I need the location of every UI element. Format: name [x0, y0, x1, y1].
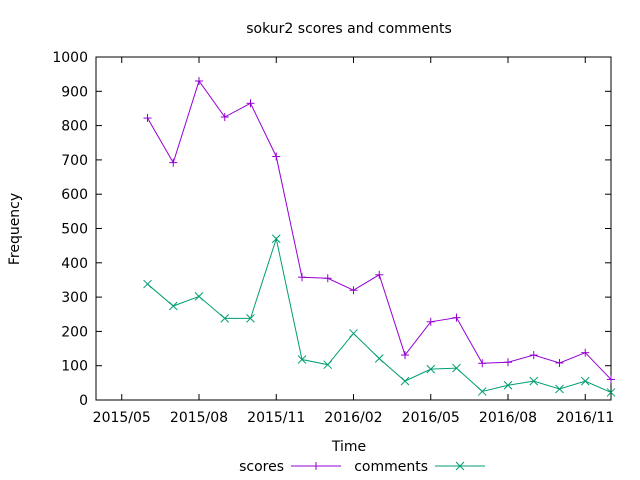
comments-point	[529, 376, 539, 386]
x-tick-label: 2015/11	[247, 410, 305, 426]
legend-marker-comments	[455, 461, 465, 471]
y-tick-label: 500	[61, 222, 88, 238]
comments-point	[606, 388, 616, 397]
y-tick-label: 400	[61, 256, 88, 272]
comments-point	[555, 384, 564, 394]
scores-point	[426, 317, 435, 326]
comments-point	[271, 234, 281, 244]
legend: scores comments	[239, 459, 485, 475]
comments-point	[477, 387, 487, 396]
scores-point	[581, 348, 590, 357]
scores-point	[220, 113, 229, 122]
y-tick-label: 800	[61, 119, 88, 135]
scores-point	[555, 358, 564, 367]
comments-point	[349, 329, 358, 338]
comments-point	[297, 355, 307, 364]
scores-point	[375, 270, 384, 279]
legend-marker-scores	[312, 462, 320, 470]
y-tick-label: 200	[61, 324, 88, 340]
scores-point	[169, 158, 178, 167]
y-tick-label: 1000	[52, 50, 88, 66]
comments-point	[194, 292, 204, 301]
y-tick-label: 100	[61, 359, 88, 375]
series-layer	[143, 77, 616, 397]
y-axis-label: Frequency	[7, 193, 23, 265]
x-tick-label: 2016/02	[324, 410, 382, 426]
y-tick-label: 0	[79, 393, 88, 409]
x-axis: 2015/05 2015/08 2015/11 2016/02 2016/05 2016/…	[93, 57, 614, 426]
scores-line	[147, 79, 612, 380]
scores-point	[272, 152, 281, 161]
y-tick-label: 700	[61, 153, 88, 169]
comments-point	[168, 301, 178, 311]
scores-point	[143, 114, 152, 123]
scores-point	[323, 274, 332, 283]
legend-label-comments: comments	[354, 459, 428, 475]
comments-point	[503, 380, 513, 390]
scores-point	[349, 286, 358, 295]
scores-point	[478, 359, 487, 368]
x-axis-label: Time	[331, 439, 366, 455]
scores-point	[529, 351, 538, 360]
comments-point	[580, 376, 590, 386]
scores-point	[246, 99, 255, 108]
comments-point	[374, 354, 384, 363]
scores-point	[607, 375, 615, 384]
x-tick-label: 2016/11	[556, 410, 614, 426]
y-axis: 0 100 200 300 400 500 600 700 800 900 1000	[52, 50, 611, 409]
scores-point	[452, 313, 461, 322]
comments-line	[147, 236, 612, 393]
x-tick-label: 2016/08	[479, 410, 537, 426]
plot-area	[95, 56, 612, 401]
y-tick-label: 300	[61, 290, 88, 306]
comments-point	[426, 364, 436, 374]
y-tick-label: 600	[61, 187, 88, 203]
scores-point	[504, 358, 512, 367]
scores-point	[195, 77, 203, 86]
comments-point	[246, 314, 255, 323]
scores-point	[401, 351, 409, 360]
scores-point	[298, 273, 306, 282]
comments-point	[143, 279, 152, 289]
comments-point	[400, 376, 410, 386]
comments-point	[323, 360, 333, 370]
comments-point	[220, 314, 230, 323]
chart-title: sokur2 scores and comments	[246, 21, 451, 37]
comments-point	[452, 363, 461, 373]
y-tick-label: 900	[61, 84, 88, 100]
x-tick-label: 2015/05	[93, 410, 151, 426]
x-tick-label: 2016/05	[402, 410, 460, 426]
x-tick-label: 2015/08	[170, 410, 228, 426]
legend-label-scores: scores	[239, 459, 284, 475]
